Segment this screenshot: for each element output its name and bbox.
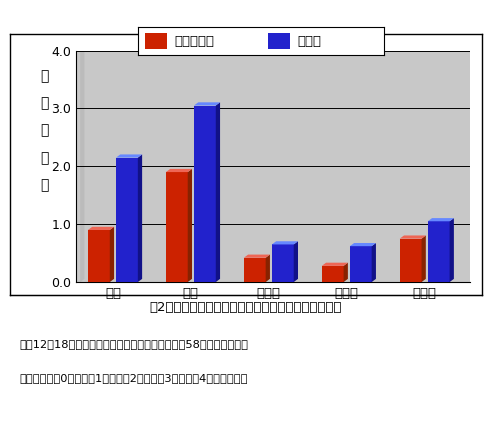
Polygon shape bbox=[350, 243, 376, 246]
Polygon shape bbox=[371, 243, 376, 282]
Bar bbox=[145, 33, 167, 49]
Polygon shape bbox=[294, 241, 298, 282]
Polygon shape bbox=[428, 218, 454, 221]
Polygon shape bbox=[216, 102, 220, 282]
Polygon shape bbox=[88, 227, 114, 230]
Polygon shape bbox=[422, 235, 426, 282]
Polygon shape bbox=[166, 169, 192, 172]
Polygon shape bbox=[80, 47, 85, 282]
Bar bbox=[350, 246, 371, 282]
Bar bbox=[272, 245, 294, 282]
Bar bbox=[166, 172, 188, 282]
Bar bbox=[244, 258, 266, 282]
Polygon shape bbox=[116, 155, 142, 157]
Bar bbox=[400, 239, 422, 282]
Text: すずほのか: すずほのか bbox=[175, 35, 215, 48]
Text: 度: 度 bbox=[40, 178, 49, 192]
Bar bbox=[88, 230, 110, 282]
Polygon shape bbox=[266, 255, 270, 282]
Polygon shape bbox=[272, 241, 298, 245]
Bar bbox=[194, 106, 216, 282]
Polygon shape bbox=[450, 218, 454, 282]
Text: 害: 害 bbox=[40, 96, 49, 110]
Bar bbox=[428, 221, 450, 282]
Text: 障: 障 bbox=[40, 69, 49, 83]
Text: 平成12～18年の東北地域の農試・農家圃場（延だ58カ所）の平均。: 平成12～18年の東北地域の農試・農家圃場（延だ58カ所）の平均。 bbox=[20, 339, 248, 349]
Text: の: の bbox=[40, 123, 49, 138]
Polygon shape bbox=[400, 235, 426, 239]
Polygon shape bbox=[343, 263, 348, 282]
Bar bbox=[116, 157, 138, 282]
Polygon shape bbox=[138, 155, 142, 282]
Polygon shape bbox=[244, 255, 270, 258]
Polygon shape bbox=[110, 227, 114, 282]
Text: コスズ: コスズ bbox=[298, 35, 322, 48]
Bar bbox=[322, 266, 343, 282]
Polygon shape bbox=[322, 263, 348, 266]
Bar bbox=[268, 33, 290, 49]
Text: 程: 程 bbox=[40, 151, 49, 165]
Polygon shape bbox=[188, 169, 192, 282]
Polygon shape bbox=[194, 102, 220, 106]
Text: 図2　「すずほのか」の生育中の障害と障害粒の程度: 図2 「すずほのか」の生育中の障害と障害粒の程度 bbox=[150, 301, 342, 314]
Text: 障害の程度は0：無、、1：微、、2：少、、3：中、、4：多である。: 障害の程度は0：無、、1：微、、2：少、、3：中、、4：多である。 bbox=[20, 373, 248, 383]
